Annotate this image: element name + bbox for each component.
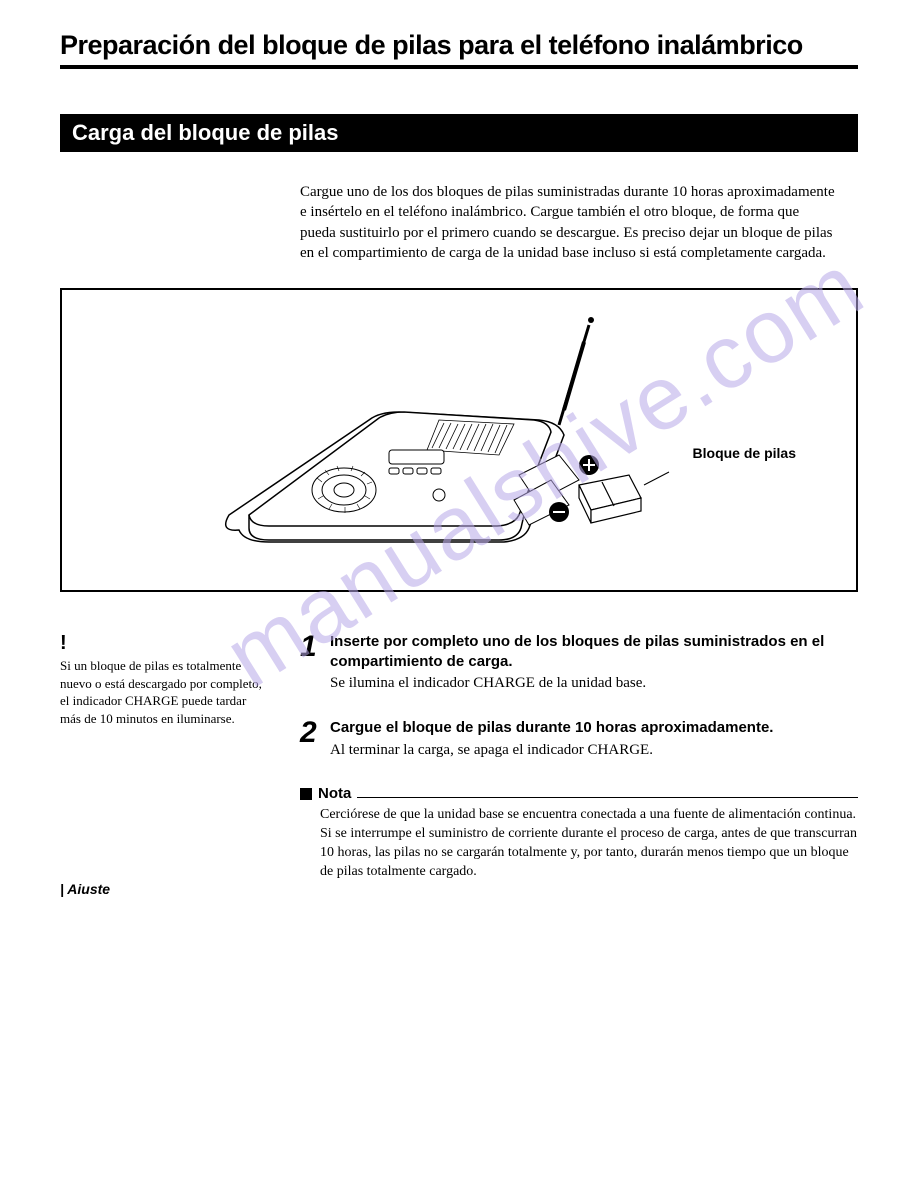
step-title: Cargue el bloque de pilas durante 10 hor… (330, 718, 858, 738)
step-body: Inserte por completo uno de los bloques … (330, 632, 858, 693)
device-diagram (62, 290, 856, 590)
note-title: Nota (318, 785, 351, 802)
step-body: Cargue el bloque de pilas durante 10 hor… (330, 718, 858, 760)
note-square-icon (300, 788, 312, 800)
diagram-container: Bloque de pilas (60, 288, 858, 592)
tip-column: ! Si un bloque de pilas es totalmente nu… (60, 632, 270, 882)
note-header: Nota (300, 785, 858, 802)
step-2: 2 Cargue el bloque de pilas durante 10 h… (300, 718, 858, 760)
title-underline (60, 65, 858, 69)
step-description: Al terminar la carga, se apaga el indica… (330, 740, 858, 760)
note-divider-line (357, 789, 858, 798)
step-1: 1 Inserte por completo uno de los bloque… (300, 632, 858, 693)
note-block: Nota Cerciórese de que la unidad base se… (300, 785, 858, 882)
page-title: Preparación del bloque de pilas para el … (60, 30, 858, 61)
step-description: Se ilumina el indicador CHARGE de la uni… (330, 673, 858, 693)
step-number: 1 (300, 632, 330, 693)
step-title: Inserte por completo uno de los bloques … (330, 632, 858, 671)
step-number: 2 (300, 718, 330, 760)
page-container: manualshive.com Preparación del bloque d… (0, 0, 918, 922)
intro-paragraph: Cargue uno de los dos bloques de pilas s… (300, 182, 838, 263)
steps-column: 1 Inserte por completo uno de los bloque… (300, 632, 858, 882)
tip-mark-icon: ! (60, 632, 270, 655)
tip-text: Si un bloque de pilas es totalmente nuev… (60, 657, 270, 727)
diagram-label: Bloque de pilas (693, 445, 796, 461)
note-text: Cerciórese de que la unidad base se encu… (320, 806, 858, 882)
page-footer: | Aiuste (60, 881, 110, 897)
section-header: Carga del bloque de pilas (60, 114, 858, 152)
content-columns: ! Si un bloque de pilas es totalmente nu… (60, 632, 858, 882)
